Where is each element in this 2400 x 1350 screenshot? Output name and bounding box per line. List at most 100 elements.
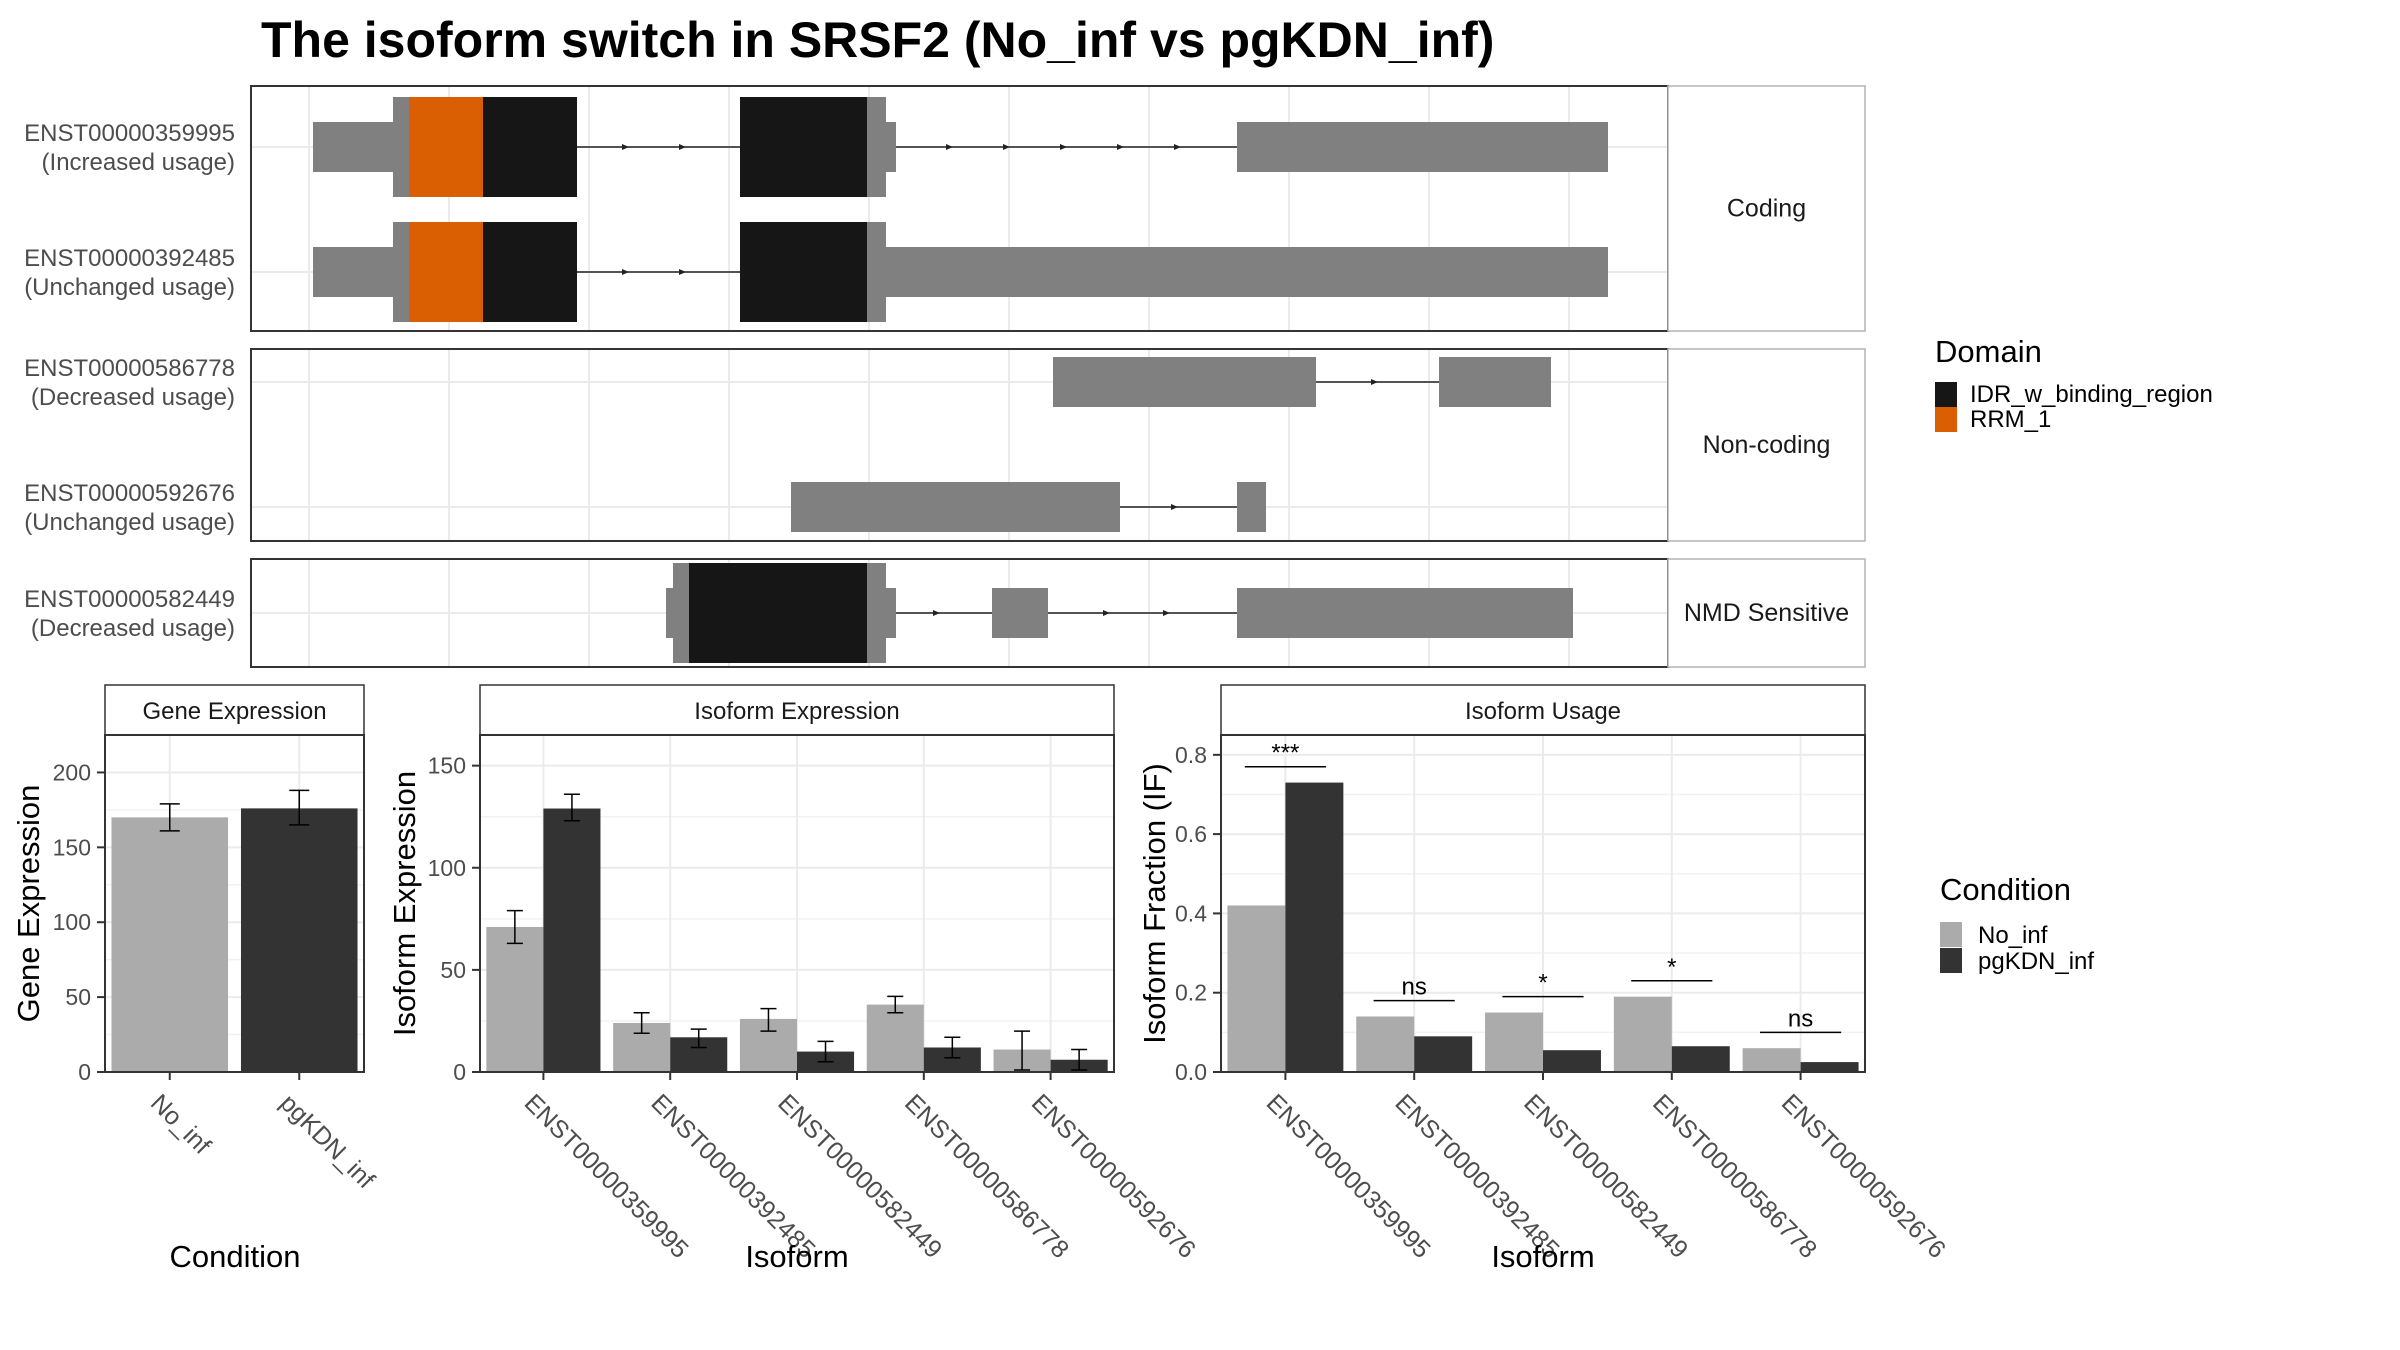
- bar: [1671, 1046, 1730, 1072]
- significance-label: ***: [1271, 740, 1299, 767]
- exon-block: [1237, 588, 1573, 638]
- intron-arrow: [1163, 610, 1170, 616]
- bar: [1285, 782, 1344, 1072]
- bar: [1800, 1062, 1859, 1072]
- bar: [240, 808, 358, 1072]
- x-tick-label: pgKDN_inf: [275, 1089, 380, 1194]
- bar: [543, 808, 601, 1072]
- error-bar: [1071, 1048, 1088, 1071]
- plot-border: [104, 734, 365, 1073]
- y-axis-title: Isoform Expression: [387, 771, 422, 1036]
- error-bar: [1014, 1030, 1031, 1071]
- facet-strip: [1667, 558, 1866, 668]
- error-bar: [817, 1040, 834, 1063]
- y-tick-label: 100: [53, 909, 91, 935]
- condition-legend-label: No_inf: [1978, 922, 2048, 949]
- facet-strip: [479, 684, 1115, 736]
- isoform-usage-label: (Decreased usage): [31, 615, 235, 642]
- domain-idr-block: [740, 222, 867, 322]
- bar: [1485, 1012, 1543, 1072]
- x-axis-title: Condition: [170, 1239, 301, 1274]
- isoform-usage-label: (Increased usage): [42, 149, 235, 176]
- domain-idr-block: [740, 97, 867, 197]
- domain-legend-label: RRM_1: [1970, 406, 2051, 433]
- intron-arrow: [933, 610, 940, 616]
- isoform-model: [313, 97, 1608, 197]
- y-axis-title: Isoform Fraction (IF): [1137, 763, 1172, 1044]
- exon-block: [867, 563, 886, 663]
- y-tick-label: 0.2: [1175, 980, 1207, 1006]
- exon-block: [313, 247, 395, 297]
- y-tick-label: 100: [428, 855, 466, 881]
- intron-arrow: [1371, 379, 1378, 385]
- bar: [866, 1004, 924, 1072]
- exon-block: [673, 563, 689, 663]
- domain-rrm-block: [409, 97, 483, 197]
- bar-chart-panel: Gene Expression 0 50 100 150 200 No_inf pgKDN_i…: [11, 684, 380, 1274]
- exon-block: [1237, 122, 1608, 172]
- significance-label: ns: [1788, 1005, 1813, 1032]
- facet-strip-label: Non-coding: [1703, 431, 1831, 459]
- condition-legend-label: pgKDN_inf: [1978, 948, 2094, 975]
- intron-arrow: [946, 144, 953, 150]
- error-bar: [289, 789, 310, 826]
- facet-strip-label: Gene Expression: [142, 698, 326, 725]
- facet-strip-label: NMD Sensitive: [1684, 599, 1849, 627]
- y-tick-label: 0: [78, 1059, 91, 1085]
- isoform-usage-label: (Decreased usage): [31, 384, 235, 411]
- facet-strip: [1667, 348, 1866, 542]
- bar: [1543, 1050, 1601, 1072]
- error-bar: [563, 793, 580, 822]
- x-tick-label: No_inf: [145, 1089, 216, 1160]
- error-bar: [690, 1028, 707, 1049]
- y-tick-label: 0: [453, 1059, 466, 1085]
- exon-block: [666, 588, 674, 638]
- isoform-model: [791, 482, 1266, 532]
- isoform-id-label: ENST00000392485: [24, 245, 235, 272]
- y-tick-label: 150: [53, 834, 91, 860]
- y-tick-label: 150: [428, 753, 466, 779]
- exon-block: [886, 122, 896, 172]
- bar: [486, 926, 544, 1072]
- domain-rrm-block: [409, 222, 483, 322]
- bar: [1356, 1016, 1415, 1072]
- exon-block: [867, 97, 886, 197]
- bar-chart-panel: Isoform Expression050100150ENST000003599…: [387, 684, 1201, 1274]
- error-bar: [159, 803, 180, 832]
- isoform-id-label: ENST00000592676: [24, 480, 235, 507]
- error-bar: [506, 909, 523, 945]
- intron-arrow: [1171, 504, 1178, 510]
- domain-idr-block: [483, 97, 577, 197]
- y-tick-label: 0.6: [1175, 821, 1207, 847]
- y-tick-label: 50: [440, 957, 466, 983]
- domain-legend-key: [1935, 407, 1957, 432]
- exon-block: [886, 247, 1608, 297]
- exon-block: [791, 482, 1120, 532]
- intron-arrow: [679, 269, 686, 275]
- intron-arrow: [1174, 144, 1181, 150]
- figure-title: The isoform switch in SRSF2 (No_inf vs p…: [261, 12, 1494, 68]
- domain-legend-key: [1935, 382, 1957, 407]
- error-bar: [887, 995, 904, 1014]
- domain-idr-block: [483, 222, 577, 322]
- significance-label: *: [1538, 970, 1547, 997]
- error-bar: [760, 1007, 777, 1032]
- significance-label: *: [1667, 954, 1676, 981]
- bar: [111, 817, 229, 1072]
- error-bar: [633, 1012, 650, 1034]
- facet-strip-label: Isoform Expression: [694, 698, 899, 725]
- x-axis-title: Isoform: [745, 1239, 848, 1274]
- condition-legend-key: [1940, 948, 1962, 973]
- y-tick-label: 0.8: [1175, 742, 1207, 768]
- isoform-usage-label: (Unchanged usage): [24, 274, 235, 301]
- exon-block: [1237, 482, 1266, 532]
- isoform-id-label: ENST00000359995: [24, 120, 235, 147]
- bar: [1227, 905, 1286, 1072]
- intron-arrow: [1117, 144, 1124, 150]
- intron-arrow: [679, 144, 686, 150]
- error-bar: [944, 1036, 961, 1059]
- exon-block: [1053, 357, 1316, 407]
